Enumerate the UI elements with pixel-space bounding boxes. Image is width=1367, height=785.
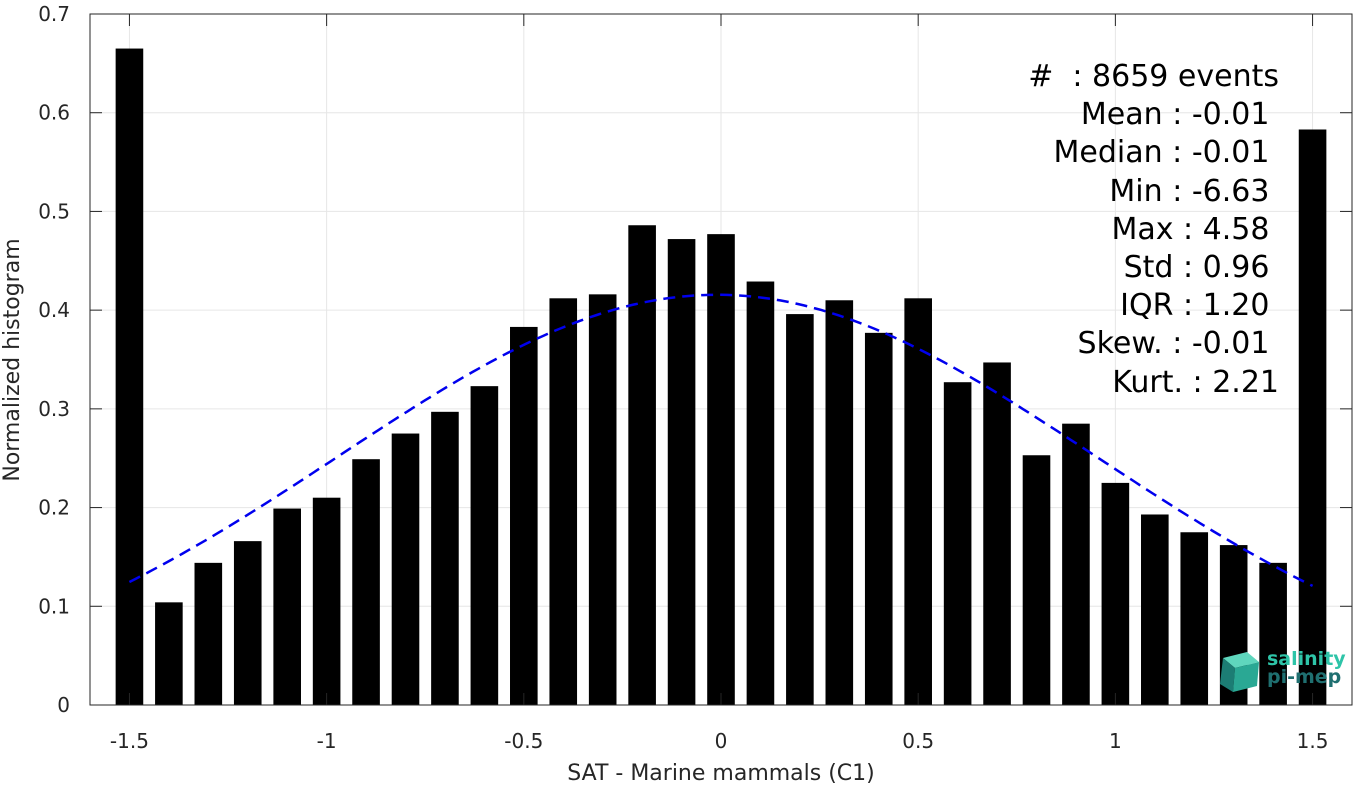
histogram-bar <box>273 508 301 705</box>
y-tick-label: 0.5 <box>38 199 70 223</box>
salinity-pimep-logo: salinity pi-mep <box>1215 648 1346 696</box>
histogram-bar <box>707 234 735 705</box>
histogram-bar <box>312 497 341 705</box>
stat-kurt: Kurt. : 2.21 <box>1112 364 1279 400</box>
x-tick-label: -1.5 <box>110 729 149 753</box>
histogram-bar <box>352 459 380 705</box>
histogram-bar <box>1022 455 1051 705</box>
x-tick-label: 0 <box>715 729 728 753</box>
histogram-bar <box>1298 129 1327 705</box>
histogram-bar <box>864 332 893 705</box>
histogram-bar <box>549 298 578 705</box>
statistics-box: # : 8659 events Mean : -0.01 Median : -0… <box>1028 58 1279 402</box>
histogram-bar <box>1062 423 1090 705</box>
stat-max: Max : 4.58 <box>1111 211 1279 247</box>
x-tick-label: 1 <box>1109 729 1122 753</box>
y-tick-label: 0.2 <box>38 496 70 520</box>
histogram-bar <box>470 386 499 705</box>
y-axis-label: Normalized histogram <box>0 238 25 481</box>
histogram-bar <box>233 541 262 705</box>
histogram-bar <box>1259 562 1287 705</box>
x-tick-label: 1.5 <box>1297 729 1329 753</box>
stat-median: Median : -0.01 <box>1053 135 1279 171</box>
logo-text-salinity: salinity <box>1267 648 1346 670</box>
y-tick-labels: 0 0.1 0.2 0.3 0.4 0.5 0.6 0.7 <box>38 2 70 717</box>
x-tick-label: -1 <box>317 729 337 753</box>
stat-std: Std : 0.96 <box>1123 250 1279 286</box>
histogram-bar <box>155 602 183 705</box>
stat-events: # : 8659 events <box>1028 59 1279 94</box>
histogram-bar <box>431 411 459 705</box>
histogram-bar <box>904 298 932 705</box>
cube-logo-icon <box>1220 652 1259 692</box>
y-tick-label: 0.3 <box>38 397 70 421</box>
histogram-bar <box>1180 532 1209 705</box>
histogram-bar <box>1101 482 1130 705</box>
histogram-bar <box>983 362 1011 705</box>
y-tick-label: 0.4 <box>38 298 70 322</box>
histogram-bar <box>786 314 814 705</box>
stat-min: Min : -6.63 <box>1109 173 1279 209</box>
histogram-bar <box>667 239 696 705</box>
x-axis-label: SAT - Marine mammals (C1) <box>567 761 875 785</box>
stat-mean: Mean : -0.01 <box>1080 97 1279 133</box>
histogram-bars <box>115 48 1327 706</box>
histogram-bar <box>943 382 972 705</box>
histogram-bar <box>825 300 854 705</box>
y-tick-label: 0.1 <box>38 594 70 618</box>
histogram-bar <box>115 48 144 706</box>
x-tick-labels: -1.5 -1 -0.5 0 0.5 1 1.5 <box>110 729 1329 753</box>
y-tick-label: 0.6 <box>38 101 70 125</box>
axis-ticks <box>90 13 1352 706</box>
x-tick-label: 0.5 <box>902 729 934 753</box>
histogram-bar <box>588 294 617 705</box>
histogram-bar <box>628 225 656 705</box>
logo-text-pimep: pi-mep <box>1267 666 1342 688</box>
histogram-bar <box>1141 514 1169 705</box>
stat-iqr: IQR : 1.20 <box>1120 288 1279 324</box>
histogram-bar <box>391 433 420 705</box>
histogram-bar <box>746 281 775 705</box>
normal-fit-curve <box>128 293 1314 588</box>
y-tick-label: 0 <box>57 693 70 717</box>
x-tick-label: -0.5 <box>504 729 543 753</box>
y-tick-label: 0.7 <box>38 2 70 26</box>
histogram-bar <box>510 326 538 705</box>
histogram-bar <box>194 562 223 705</box>
stat-skew: Skew. : -0.01 <box>1077 326 1279 362</box>
